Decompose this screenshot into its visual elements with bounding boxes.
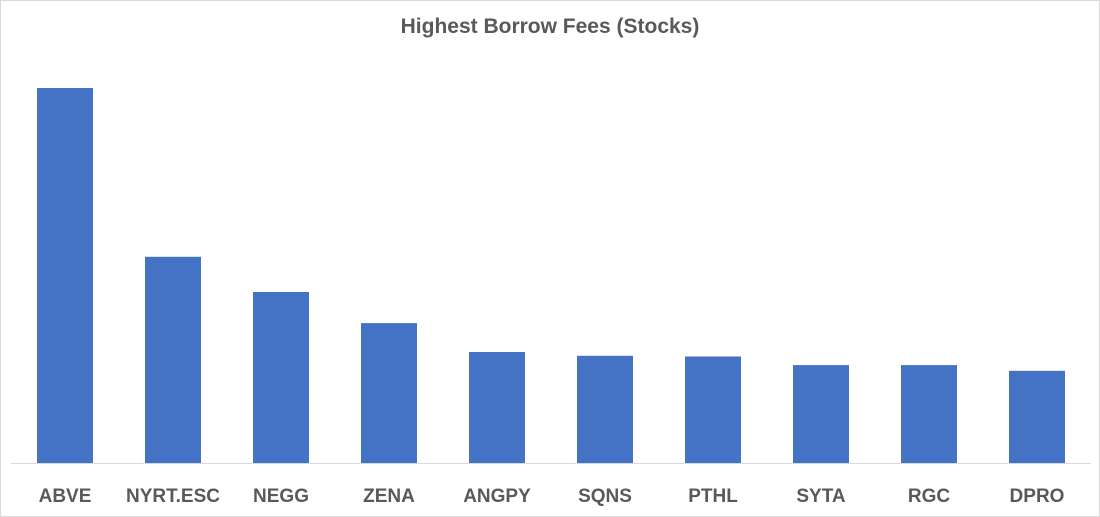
x-tick-label: NYRT.ESC (126, 486, 220, 507)
bar-syta (793, 365, 849, 463)
x-tick-label: RGC (908, 486, 951, 507)
bar-zena (361, 323, 417, 463)
category-label-group: ABVE NYRT.ESC NEGG ZENA ANGPY SQNS PTHL SYTA RGC… (39, 486, 1065, 507)
x-tick-label: ZENA (363, 486, 415, 507)
bar-pthl (685, 356, 741, 463)
bar-angpy (469, 352, 525, 463)
x-tick-label: DPRO (1010, 486, 1065, 507)
x-tick-label: NEGG (253, 486, 309, 507)
bar-negg (253, 292, 309, 463)
bar-rgc (901, 365, 957, 463)
x-tick-label: ABVE (39, 486, 92, 507)
bar-abve (37, 88, 93, 463)
bar-nyrt-esc (145, 256, 201, 464)
bar-dpro (1009, 370, 1065, 464)
bar-group (37, 88, 1065, 464)
chart-title: Highest Borrow Fees (Stocks) (400, 15, 700, 38)
x-tick-label: PTHL (688, 486, 738, 507)
bar-sqns (577, 355, 633, 464)
x-tick-label: SQNS (578, 486, 632, 507)
x-tick-label: ANGPY (463, 486, 531, 507)
x-tick-label: SYTA (796, 486, 846, 507)
